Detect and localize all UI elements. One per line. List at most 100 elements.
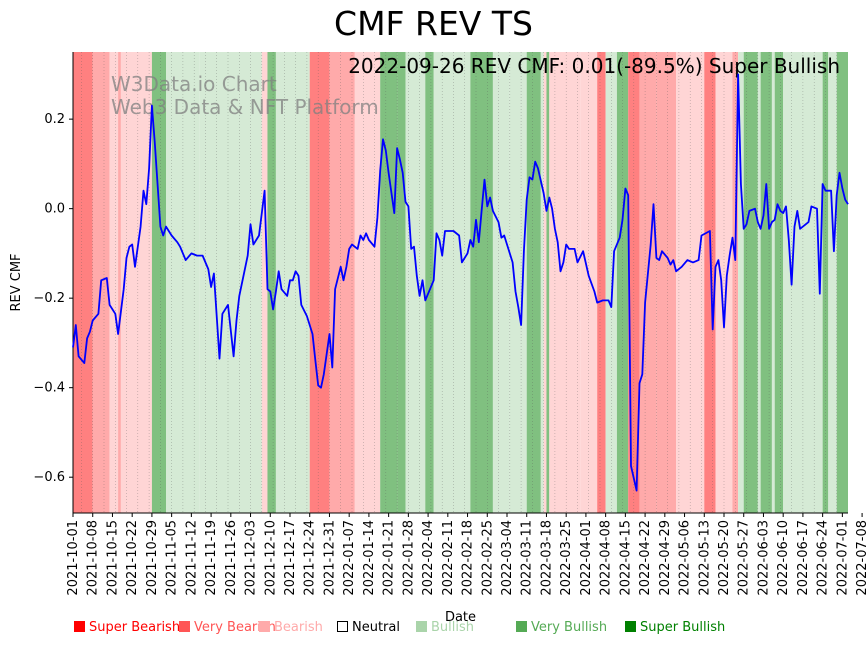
x-tick-label: 2022-02-11 <box>441 520 456 596</box>
legend-swatch <box>516 621 527 632</box>
legend-item: Super Bullish <box>625 620 725 635</box>
regime-band <box>509 52 527 513</box>
regime-band <box>380 52 398 513</box>
x-tick-label: 2021-12-24 <box>303 520 318 596</box>
regime-band <box>616 52 629 513</box>
regime-band <box>828 52 837 513</box>
regime-band <box>120 52 152 513</box>
regime-band <box>199 52 262 513</box>
x-tick-label: 2022-04-22 <box>638 520 653 596</box>
y-tick-label: −0.4 <box>33 381 65 396</box>
x-tick-label: 2022-04-29 <box>658 520 673 596</box>
legend-swatch <box>179 621 190 632</box>
x-tick-label: 2022-02-18 <box>461 520 476 596</box>
x-tick-label: 2022-06-03 <box>756 520 771 596</box>
regime-band <box>526 52 541 513</box>
x-tick-label: 2022-01-07 <box>342 520 357 596</box>
legend-item: Bullish <box>416 620 474 635</box>
regime-band <box>580 52 598 513</box>
x-axis-label: Date <box>445 610 476 625</box>
watermark-line: Web3 Data & NFT Platform <box>111 95 379 119</box>
regime-band <box>704 52 716 513</box>
x-tick-label: 2021-11-26 <box>224 520 239 596</box>
legend-label: Super Bearish <box>89 620 181 635</box>
watermark-line: W3Data.io Chart <box>111 72 277 96</box>
regime-band <box>549 52 581 513</box>
regime-band <box>433 52 471 513</box>
x-tick-label: 2022-07-08 <box>855 520 867 596</box>
regime-band <box>261 52 268 513</box>
legend-swatch <box>74 621 85 632</box>
regime-band <box>743 52 758 513</box>
legend-item: Bearish <box>259 620 323 635</box>
legend-item: Super Bearish <box>74 620 180 635</box>
regime-band <box>405 52 426 513</box>
regime-band <box>656 52 677 513</box>
x-tick-label: 2021-10-15 <box>105 520 120 596</box>
x-tick-label: 2021-12-17 <box>283 520 298 596</box>
y-axis-label: REV CMF <box>9 253 24 311</box>
x-tick-label: 2022-03-25 <box>559 520 574 596</box>
chart-title: CMF REV TS <box>334 4 533 43</box>
regime-band <box>309 52 330 513</box>
regime-band <box>151 52 166 513</box>
legend-label: Bullish <box>431 620 475 635</box>
x-tick-label: 2021-11-12 <box>184 520 199 596</box>
x-tick-label: 2022-06-24 <box>816 520 831 596</box>
x-tick-label: 2022-04-08 <box>599 520 614 596</box>
regime-band <box>543 52 547 513</box>
y-tick-label: 0.2 <box>44 112 65 127</box>
x-tick-label: 2022-01-28 <box>401 520 416 596</box>
regime-band <box>425 52 434 513</box>
x-tick-label: 2022-06-10 <box>776 520 791 596</box>
x-tick-label: 2021-12-03 <box>244 520 259 596</box>
regime-band <box>329 52 355 513</box>
series-line <box>72 73 849 492</box>
x-tick-label: 2022-05-06 <box>678 520 693 596</box>
regime-band <box>546 52 550 513</box>
legend-swatch <box>337 621 348 632</box>
x-tick-label: 2021-12-10 <box>263 520 278 596</box>
x-tick-label: 2022-03-18 <box>539 520 554 596</box>
legend-swatch <box>416 621 427 632</box>
regime-band <box>774 52 784 513</box>
regime-band <box>109 52 119 513</box>
x-tick-label: 2021-10-22 <box>125 520 140 596</box>
legend-item: Very Bullish <box>516 620 607 635</box>
x-tick-label: 2022-05-13 <box>697 520 712 596</box>
regime-band <box>470 52 493 513</box>
y-tick-label: 0.0 <box>44 202 65 217</box>
regime-band <box>275 52 290 513</box>
x-tick-label: 2021-11-19 <box>204 520 219 596</box>
legend-label: Neutral <box>352 620 400 635</box>
legend-label: Bearish <box>274 620 323 635</box>
legend-swatch <box>259 621 270 632</box>
legend-label: Very Bullish <box>531 620 608 635</box>
chart-subtitle: 2022-09-26 REV CMF: 0.01(-89.5%) Super B… <box>348 54 840 78</box>
regime-band <box>492 52 510 513</box>
regime-band <box>715 52 733 513</box>
regime-band <box>760 52 772 513</box>
x-tick-label: 2021-12-31 <box>322 520 337 596</box>
x-tick-label: 2022-03-04 <box>500 520 515 596</box>
x-tick-label: 2022-04-01 <box>579 520 594 596</box>
x-tick-label: 2022-03-11 <box>520 520 535 596</box>
legend-swatch <box>625 621 636 632</box>
x-tick-label: 2022-05-20 <box>717 520 732 596</box>
x-tick-label: 2022-04-15 <box>618 520 633 596</box>
x-tick-label: 2022-06-17 <box>796 520 811 596</box>
regime-band <box>628 52 640 513</box>
regime-band <box>597 52 606 513</box>
regime-band <box>267 52 276 513</box>
regime-band <box>836 52 848 513</box>
regime-band <box>822 52 829 513</box>
legend-label: Super Bullish <box>640 620 726 635</box>
regime-band <box>354 52 381 513</box>
legend-label: Very Bearish <box>194 620 276 635</box>
x-tick-label: 2022-01-14 <box>362 520 377 596</box>
regime-band <box>73 52 93 513</box>
x-tick-label: 2021-11-05 <box>165 520 180 596</box>
legend-item: Neutral <box>337 620 400 635</box>
x-tick-label: 2021-10-01 <box>66 520 81 596</box>
